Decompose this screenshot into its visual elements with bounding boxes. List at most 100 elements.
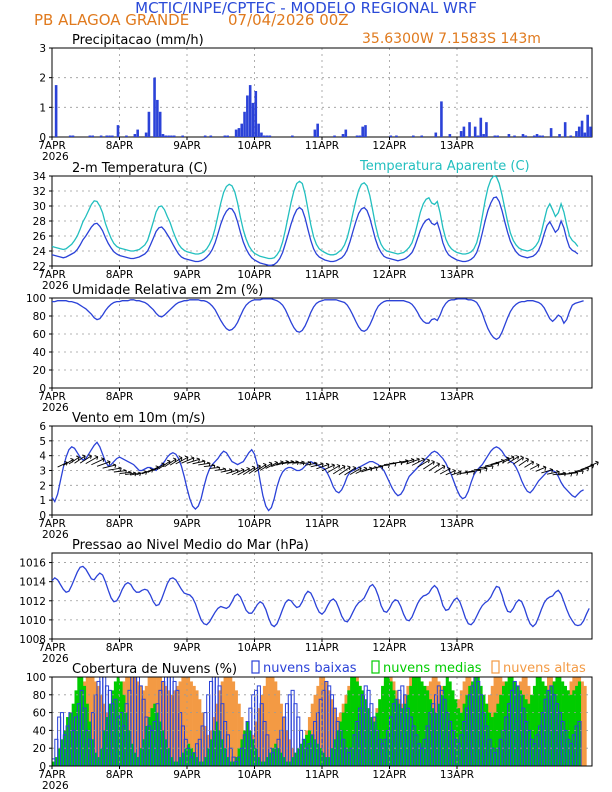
cloud-bar-green [549, 685, 553, 766]
cloud-bar-green [454, 699, 458, 766]
cloud-bar-green [229, 761, 233, 766]
precip-bar [234, 129, 238, 137]
precip-bar [181, 135, 184, 137]
cloud-bar-green [254, 748, 258, 766]
cloud-bar-green [490, 717, 494, 766]
cloud-bar-orange [195, 690, 199, 766]
wind-arrow [349, 467, 362, 475]
y-tick-label: 6 [39, 421, 46, 433]
wind-arrow-head [510, 455, 515, 460]
wind-arrow-head [530, 460, 535, 465]
precip-bar [358, 135, 362, 137]
wind-arrow [473, 467, 488, 471]
cloud-bar-green [350, 677, 354, 766]
x-tick-label: 10APR [237, 642, 271, 654]
cloud-bar-green [82, 685, 87, 766]
cloud-bar-green [111, 690, 115, 766]
cloud-bar-green [291, 757, 295, 766]
precip-bar [226, 135, 229, 137]
cloud-bar-orange [232, 681, 236, 766]
cloud-bar-green [541, 681, 545, 766]
cloud-bar-orange [178, 681, 182, 766]
cloud-bar-green [77, 677, 81, 766]
precip-bar [164, 135, 168, 137]
precip-bar [355, 135, 359, 137]
y-tick-label: 28 [33, 216, 46, 228]
wind-arrow [395, 460, 409, 464]
cloud-bar-green [257, 757, 261, 766]
cloud-bar-green [94, 752, 98, 766]
precip-bar [260, 132, 263, 137]
cloud-bar-green [279, 752, 283, 766]
y-tick-label: 1 [39, 495, 46, 507]
cloud-bar-orange [217, 690, 222, 766]
y-tick-label: 1008 [19, 634, 46, 646]
cloud-bar-green [288, 761, 292, 766]
wind-arrow-head [441, 464, 446, 470]
cloud-bar-green [203, 757, 207, 766]
cloud-bar-green [372, 721, 376, 766]
wind-arrow-head [201, 459, 206, 465]
cloud-bar-green [220, 739, 224, 766]
precip-bar [116, 125, 120, 137]
precip-bar [88, 135, 92, 137]
cloud-bar-green [552, 681, 556, 766]
wind-arrow [130, 472, 141, 476]
y-tick-label: 100 [26, 293, 46, 305]
cloud-bar-green [161, 730, 165, 766]
cloud-bar-green [310, 734, 314, 766]
x-tick-label: 11APR [305, 769, 339, 781]
wind-arrow [462, 471, 475, 474]
precip-bar [313, 129, 317, 137]
cloud-bar-green [459, 712, 463, 766]
wind-arrow [541, 469, 553, 474]
cloud-bar-green [476, 677, 480, 766]
y-tick-label: 0 [39, 132, 46, 144]
legend-swatch-blue [251, 660, 260, 674]
station-name: PB ALAGOA GRANDE [34, 11, 190, 29]
x-tick-label-year: 2026 [42, 653, 69, 665]
wind-arrow [512, 456, 524, 465]
cloud-bar-green [485, 703, 489, 766]
x-tick-label-year: 2026 [42, 151, 69, 163]
wind-arrow [299, 462, 311, 465]
wind-arrow-head [336, 464, 341, 469]
cloud-bar-green [265, 757, 269, 766]
cloud-bar-orange [198, 699, 202, 766]
cloud-bar-orange [192, 685, 196, 766]
cloud-bar-green [130, 743, 134, 766]
cloud-bar-orange [187, 677, 191, 766]
cloud-bar-green [66, 717, 70, 766]
x-tick-label: 10APR [237, 518, 271, 530]
cloud-bar-green [544, 685, 548, 766]
precip-bar [462, 126, 466, 137]
precip-bar [589, 126, 592, 137]
precip-bar [341, 134, 345, 137]
wind-arrow [501, 456, 515, 464]
cloud-bar-green [305, 734, 309, 766]
cloud-bar-green [271, 748, 275, 766]
cloud-bar-orange [333, 708, 337, 766]
cloud-bar-green [364, 699, 368, 766]
wind-arrow [96, 461, 111, 467]
cloud-bar-green [527, 703, 531, 766]
wind-arrow-head [347, 465, 351, 471]
cloud-bar-green [212, 730, 216, 766]
cloud-bar-green [68, 712, 72, 766]
x-tick-label: 9APR [173, 269, 201, 281]
wind-arrow-head [426, 458, 430, 464]
cloud-bar-green [322, 752, 326, 766]
y-tick-label: 26 [33, 231, 47, 243]
wind-arrow [451, 471, 462, 476]
x-tick-label: 7APR [38, 769, 66, 781]
wind-arrow-head [436, 462, 440, 467]
cloud-bar-orange [91, 677, 95, 766]
x-tick-label: 12APR [372, 769, 406, 781]
cloud-bar-green [302, 739, 306, 766]
wind-arrow [57, 461, 68, 468]
x-tick-label: 9APR [173, 642, 201, 654]
station-coords: 35.6300W 7.1583S 143m [362, 31, 541, 47]
x-tick-label: 10APR [237, 391, 271, 403]
legend-nuvens-altas: nuvens altas [503, 661, 586, 676]
wind-arrow-head [515, 455, 520, 460]
